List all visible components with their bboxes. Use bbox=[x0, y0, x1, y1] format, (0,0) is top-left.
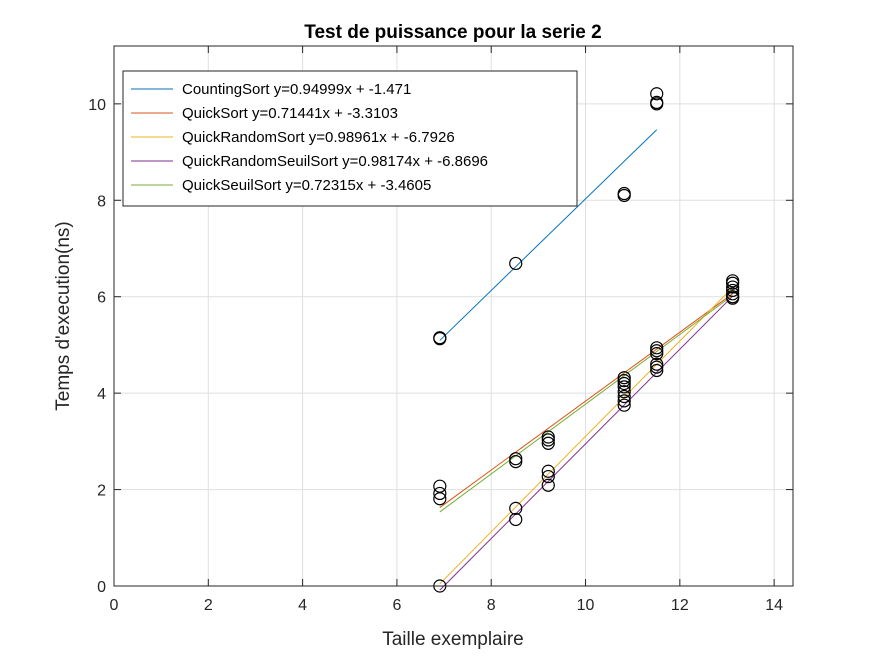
data-point bbox=[650, 347, 664, 361]
y-tick-label: 8 bbox=[97, 193, 106, 210]
data-point bbox=[433, 492, 447, 506]
data-point bbox=[650, 344, 664, 358]
data-point bbox=[726, 276, 740, 290]
data-point bbox=[541, 436, 555, 450]
legend: CountingSort y=0.94999x + -1.471 QuickSor… bbox=[122, 70, 578, 207]
data-point bbox=[509, 455, 523, 469]
data-point bbox=[650, 341, 664, 355]
y-tick-label: 4 bbox=[97, 386, 106, 403]
data-point bbox=[650, 357, 664, 371]
fit-line bbox=[439, 293, 733, 508]
legend-entry: CountingSort y=0.94999x + -1.471 bbox=[182, 81, 411, 98]
x-tick-label: 4 bbox=[298, 597, 307, 614]
x-tick-label: 8 bbox=[487, 597, 496, 614]
x-tick-label: 2 bbox=[204, 597, 213, 614]
axes-box bbox=[113, 45, 794, 587]
data-point bbox=[617, 376, 631, 391]
data-markers bbox=[433, 87, 740, 593]
x-tick-label: 14 bbox=[765, 597, 783, 614]
data-point bbox=[617, 394, 631, 408]
data-point bbox=[509, 501, 523, 515]
data-point bbox=[509, 512, 523, 527]
data-point bbox=[617, 385, 631, 399]
y-axis-label: Temps d'execution(ns) bbox=[53, 221, 74, 411]
y-tick-label: 10 bbox=[88, 97, 106, 114]
legend-entry: QuickSeuilSort y=0.72315x + -3.4605 bbox=[182, 177, 431, 194]
y-tick-label: 6 bbox=[97, 290, 106, 307]
data-point bbox=[726, 280, 740, 294]
data-point bbox=[617, 186, 631, 201]
fit-line bbox=[439, 129, 658, 341]
legend-box bbox=[122, 70, 578, 207]
data-point bbox=[726, 283, 740, 298]
data-point bbox=[509, 452, 523, 466]
chart-title: Test de puissance pour la serie 2 bbox=[304, 22, 601, 43]
x-axis-label: Taille exemplaire bbox=[382, 629, 524, 650]
data-point bbox=[509, 256, 523, 271]
y-tick-label: 0 bbox=[97, 579, 106, 596]
data-point bbox=[617, 398, 631, 412]
data-point bbox=[541, 433, 555, 447]
x-tick-label: 0 bbox=[110, 597, 119, 614]
data-point bbox=[433, 332, 447, 346]
x-tick-label: 12 bbox=[671, 597, 689, 614]
legend-entry: QuickRandomSort y=0.98961x + -6.7926 bbox=[182, 129, 455, 146]
data-point bbox=[433, 486, 447, 501]
data-point bbox=[650, 360, 664, 374]
data-point bbox=[541, 464, 555, 478]
y-tick-label: 2 bbox=[97, 483, 106, 500]
data-point bbox=[541, 430, 555, 444]
data-point bbox=[650, 363, 664, 378]
legend-entry: QuickSort y=0.71441x + -3.3103 bbox=[182, 105, 398, 122]
fit-line bbox=[439, 287, 734, 585]
data-point bbox=[650, 87, 664, 101]
x-tick-label: 10 bbox=[577, 597, 595, 614]
x-tick-label: 6 bbox=[392, 597, 401, 614]
legend-entry: QuickRandomSeuilSort y=0.98174x + -6.869… bbox=[182, 153, 488, 170]
data-point bbox=[726, 287, 740, 301]
data-point bbox=[726, 291, 740, 305]
fit-lines bbox=[439, 129, 734, 591]
fit-line bbox=[439, 294, 733, 513]
data-point bbox=[617, 371, 631, 385]
data-point bbox=[650, 97, 664, 111]
axis-ticks: 0 2 4 6 8 10 12 14 0 2 4 6 8 10 bbox=[88, 46, 793, 614]
data-point bbox=[541, 469, 555, 484]
data-point bbox=[617, 380, 631, 394]
data-point bbox=[617, 374, 631, 388]
data-point bbox=[541, 478, 555, 492]
data-point bbox=[617, 389, 631, 404]
fit-line bbox=[439, 295, 733, 591]
